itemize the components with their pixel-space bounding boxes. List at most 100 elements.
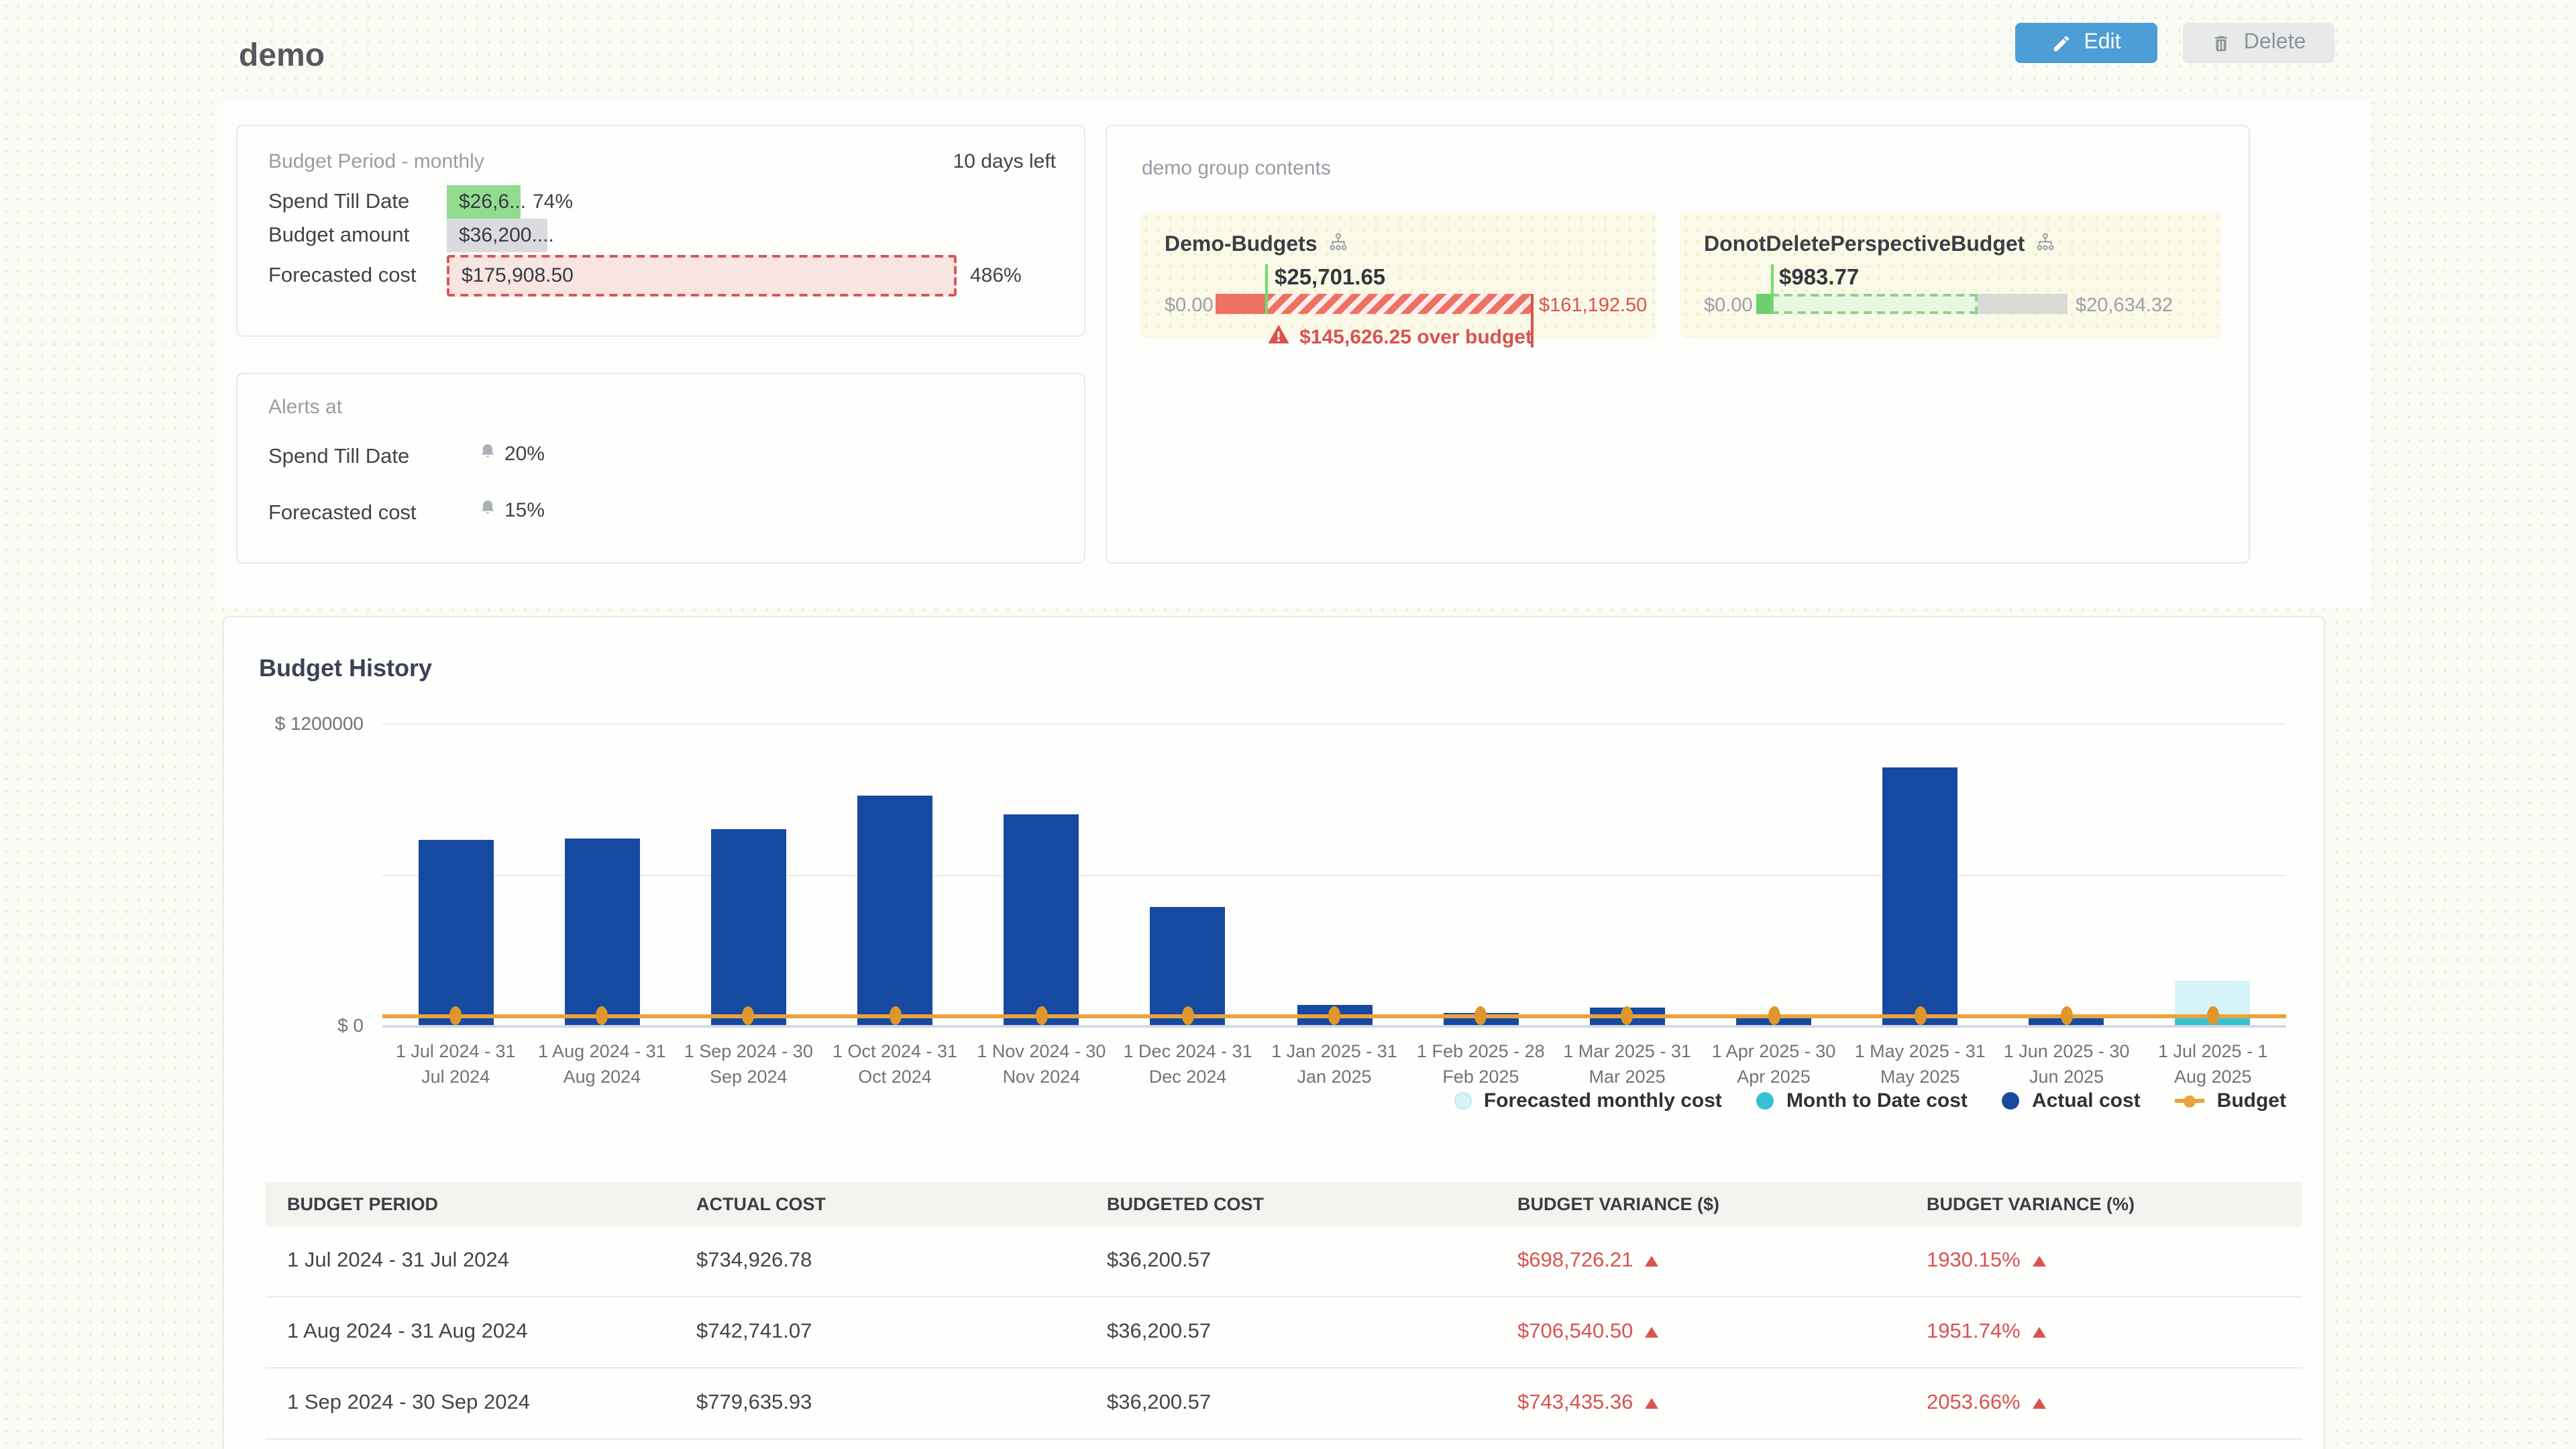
table-row: 1 Sep 2024 - 30 Sep 2024$779,635.93$36,2… — [266, 1368, 2302, 1440]
x-axis-category-label: 1 Jan 2025 - 31Jan 2025 — [1251, 1038, 1417, 1089]
hierarchy-icon — [1328, 232, 1348, 259]
legend-item-month-to-date-cost[interactable]: Month to Date cost — [1757, 1089, 1968, 1112]
donotdelete-progress-bar — [1756, 294, 2068, 314]
legend-label: Budget — [2217, 1089, 2286, 1112]
variance-pct-cell: 1951.74% — [1905, 1320, 2302, 1344]
y-axis-tick-label: $ 0 — [243, 1014, 364, 1036]
projected-segment — [1771, 294, 1977, 314]
variance-up-triangle-icon — [2033, 1327, 2046, 1338]
delete-button[interactable]: Delete — [2183, 23, 2334, 63]
demo-budgets-current-value: $25,701.65 — [1275, 266, 1385, 291]
actual-cost-bar[interactable] — [1004, 814, 1079, 1025]
table-header-cell: ACTUAL COST — [675, 1194, 1085, 1214]
budgeted-cost-cell: $36,200.57 — [1085, 1391, 1496, 1415]
x-axis-category-label: 1 May 2025 - 31May 2025 — [1837, 1038, 2003, 1089]
variance-usd-cell: $743,435.36 — [1496, 1391, 1905, 1415]
alert-forecast-value: 15% — [479, 499, 545, 522]
y-axis-tick-label: $ 1200000 — [243, 712, 364, 734]
variance-up-triangle-icon — [1645, 1256, 1658, 1267]
top-panel: Budget Period - monthly 10 days left Spe… — [223, 98, 2371, 606]
budget-item-demo-budgets[interactable]: Demo-Budgets $25,701.65 $0.00 $161,192.5… — [1140, 212, 1656, 338]
budget-history-table: BUDGET PERIODACTUAL COSTBUDGETED COSTBUD… — [266, 1182, 2302, 1440]
budget-line-marker[interactable] — [1914, 1006, 1926, 1025]
alert-forecast-label: Forecasted cost — [268, 502, 417, 526]
variance-usd-cell: $706,540.50 — [1496, 1320, 1905, 1344]
variance-usd-cell: $698,726.21 — [1496, 1249, 1905, 1273]
bell-icon — [479, 499, 496, 522]
x-axis-category-label: 1 Mar 2025 - 31Mar 2025 — [1544, 1038, 1711, 1089]
budget-limit-edge-line — [1531, 294, 1534, 347]
group-contents-card: demo group contents Demo-Budgets $25,701… — [1106, 125, 2250, 564]
donotdelete-max-label: $20,634.32 — [2076, 295, 2173, 317]
edit-button-label: Edit — [2084, 31, 2121, 55]
budget-period-title: Budget Period - monthly — [268, 150, 484, 173]
actual-cost-bar[interactable] — [564, 838, 639, 1025]
delete-button-label: Delete — [2244, 31, 2306, 55]
budget-amount-value-badge: $36,200.... — [447, 219, 547, 252]
budget-line-marker[interactable] — [2061, 1006, 2073, 1025]
over-budget-segment — [1266, 294, 1532, 314]
actual-cost-bar[interactable] — [418, 840, 493, 1025]
legend-item-forecasted-monthly-cost[interactable]: Forecasted monthly cost — [1454, 1089, 1722, 1112]
demo-budgets-name: Demo-Budgets — [1165, 232, 1348, 259]
legend-item-budget[interactable]: Budget — [2176, 1089, 2286, 1112]
budgeted-cost-cell: $36,200.57 — [1085, 1320, 1496, 1344]
forecasted-cost-label: Forecasted cost — [268, 264, 417, 288]
budget-line-marker[interactable] — [2207, 1006, 2219, 1025]
budget-line-marker[interactable] — [1035, 1006, 1047, 1025]
variance-up-triangle-icon — [2033, 1256, 2046, 1267]
page-title: demo — [239, 38, 325, 75]
table-header-cell: BUDGET VARIANCE ($) — [1496, 1194, 1905, 1214]
x-axis-category-label: 1 Jun 2025 - 30Jun 2025 — [1984, 1038, 2150, 1089]
pencil-icon — [2051, 33, 2072, 53]
variance-up-triangle-icon — [1645, 1398, 1658, 1409]
actual-cost-bar[interactable] — [711, 829, 786, 1025]
period-cell: 1 Jul 2024 - 31 Jul 2024 — [266, 1249, 675, 1273]
legend-item-actual-cost[interactable]: Actual cost — [2002, 1089, 2141, 1112]
budget-item-donotdelete[interactable]: DonotDeletePerspectiveBudget $983.77 $0.… — [1680, 212, 2222, 338]
legend-label: Actual cost — [2032, 1089, 2141, 1112]
table-header-cell: BUDGET VARIANCE (%) — [1905, 1194, 2302, 1214]
budget-history-chart: $ 1200000$ 01 Jul 2024 - 31Jul 20241 Aug… — [224, 617, 2324, 1167]
period-cell: 1 Aug 2024 - 31 Aug 2024 — [266, 1320, 675, 1344]
table-row: 1 Aug 2024 - 31 Aug 2024$742,741.07$36,2… — [266, 1297, 2302, 1368]
actual-cost-bar[interactable] — [857, 796, 932, 1025]
x-axis-category-label: 1 Aug 2024 - 31Aug 2024 — [519, 1038, 685, 1089]
actual-cost-bar[interactable] — [1882, 768, 1957, 1025]
warning-icon — [1267, 325, 1289, 349]
alert-spend-label: Spend Till Date — [268, 445, 409, 470]
alerts-title: Alerts at — [268, 396, 342, 419]
variance-pct-cell: 2053.66% — [1905, 1391, 2302, 1415]
spent-segment — [1216, 294, 1266, 314]
donotdelete-current-value: $983.77 — [1779, 266, 1859, 291]
budget-amount-label: Budget amount — [268, 224, 409, 248]
header-actions: Edit Delete — [2015, 23, 2334, 63]
legend-label: Month to Date cost — [1786, 1089, 1968, 1112]
actual-cost-cell: $742,741.07 — [675, 1320, 1085, 1344]
demo-budgets-max-label: $161,192.50 — [1539, 295, 1647, 317]
actual-cost-cell: $734,926.78 — [675, 1249, 1085, 1273]
page: demo Edit Delete Budget Period - monthly… — [0, 0, 2576, 1449]
x-axis-category-label: 1 Dec 2024 - 31Dec 2024 — [1105, 1038, 1271, 1089]
table-header-cell: BUDGETED COST — [1085, 1194, 1496, 1214]
period-cell: 1 Sep 2024 - 30 Sep 2024 — [266, 1391, 675, 1415]
hierarchy-icon — [2035, 232, 2055, 259]
demo-budgets-progress-bar — [1216, 294, 1532, 314]
forecasted-cost-percent: 486% — [970, 264, 1022, 287]
edit-button[interactable]: Edit — [2015, 23, 2157, 63]
budget-line-marker[interactable] — [1182, 1006, 1194, 1025]
x-axis-category-label: 1 Jul 2025 - 1Aug 2025 — [2130, 1038, 2296, 1089]
x-axis-category-label: 1 Apr 2025 - 30Apr 2025 — [1690, 1038, 1857, 1089]
over-budget-alert: $145,626.25 over budget — [1267, 325, 1532, 349]
table-body: 1 Jul 2024 - 31 Jul 2024$734,926.78 $36,2… — [266, 1226, 2302, 1440]
days-left-label: 10 days left — [953, 150, 1056, 173]
group-contents-title: demo group contents — [1142, 157, 1331, 180]
x-axis-category-label: 1 Oct 2024 - 31Oct 2024 — [812, 1038, 978, 1089]
x-axis-category-label: 1 Sep 2024 - 30Sep 2024 — [665, 1038, 832, 1089]
spend-till-date-value-badge: $26,6... — [447, 185, 521, 219]
donotdelete-current-marker — [1771, 264, 1774, 314]
spent-segment — [1756, 294, 1771, 314]
variance-up-triangle-icon — [2033, 1398, 2046, 1409]
variance-up-triangle-icon — [1645, 1327, 1658, 1338]
variance-pct-cell: 1930.15% — [1905, 1249, 2302, 1273]
